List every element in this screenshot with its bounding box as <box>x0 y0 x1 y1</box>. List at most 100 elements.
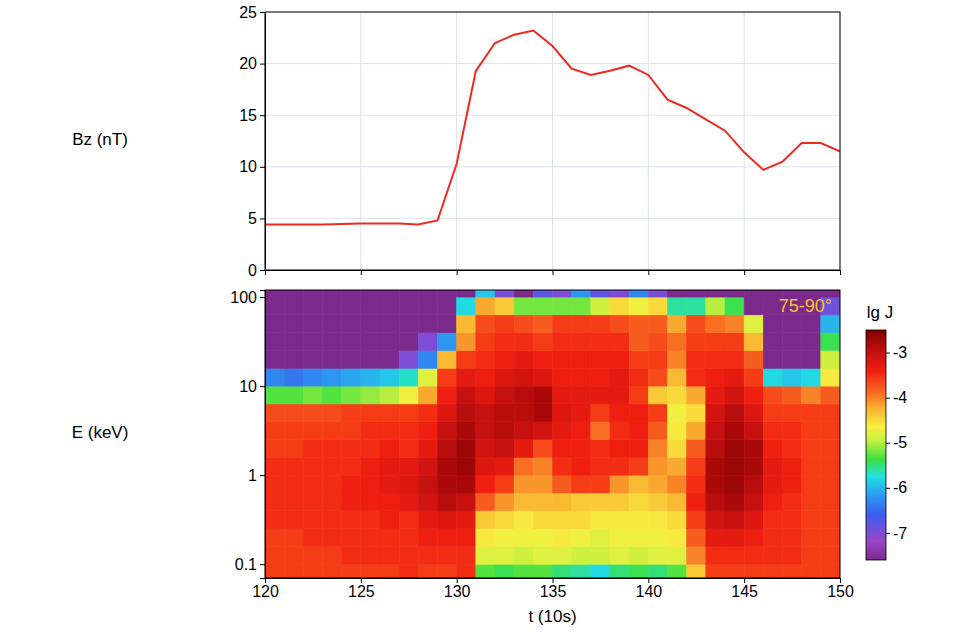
heatmap-cell <box>438 529 457 547</box>
heatmap-cell <box>591 493 610 511</box>
heatmap-cell <box>763 333 782 351</box>
x-axis <box>266 270 841 275</box>
heatmap-cell <box>802 422 821 440</box>
heatmap-cell <box>399 440 418 458</box>
heatmap-cell <box>476 564 495 578</box>
heatmap-cell <box>380 297 399 315</box>
heatmap-cell <box>265 386 284 404</box>
heatmap-cell <box>629 333 648 351</box>
heatmap-cell <box>610 564 629 578</box>
heatmap-cell <box>323 422 342 440</box>
heatmap-cell <box>629 386 648 404</box>
heatmap-cell <box>821 386 840 404</box>
heatmap-cell <box>706 511 725 529</box>
colorbar: -3-4-5-6-7lg J <box>866 303 907 560</box>
heatmap-cell <box>648 315 667 333</box>
tick: 135 <box>540 578 567 600</box>
heatmap-cell <box>361 564 380 578</box>
heatmap-cell <box>495 350 514 368</box>
heatmap-cell <box>418 493 437 511</box>
heatmap-cell <box>418 350 437 368</box>
heatmap-cell <box>629 368 648 386</box>
tick-mark <box>744 578 745 583</box>
heatmap-cell <box>342 546 361 564</box>
heatmap-cell <box>668 422 687 440</box>
heatmap-cell <box>687 546 706 564</box>
heatmap-cell <box>648 511 667 529</box>
heatmap-cell <box>323 529 342 547</box>
tick: 10 <box>239 378 265 395</box>
heatmap-cell <box>706 440 725 458</box>
heatmap-cell <box>706 297 725 315</box>
tick: -6 <box>886 479 907 496</box>
tick: 1 <box>248 467 265 484</box>
heatmap-cell <box>763 564 782 578</box>
tick-label: 135 <box>540 583 567 600</box>
heatmap-cell <box>783 350 802 368</box>
heatmap-cell <box>361 386 380 404</box>
heatmap-cell <box>265 333 284 351</box>
heatmap-cell <box>783 440 802 458</box>
heatmap-cell <box>706 546 725 564</box>
heatmap-cell <box>744 333 763 351</box>
heatmap-cell <box>610 350 629 368</box>
colorbar-scale <box>866 330 886 560</box>
heatmap-cell <box>553 368 572 386</box>
tick-mark <box>886 533 890 534</box>
heatmap-cell <box>687 333 706 351</box>
tick: -7 <box>886 525 907 542</box>
heatmap-cell <box>265 368 284 386</box>
heatmap-cell <box>323 511 342 529</box>
grid-line <box>552 12 553 270</box>
heatmap-cell <box>744 404 763 422</box>
heatmap-cell <box>821 422 840 440</box>
heatmap-cell <box>342 511 361 529</box>
data-line <box>265 31 840 225</box>
heatmap-cell <box>265 422 284 440</box>
heatmap-cell <box>783 493 802 511</box>
tick: 145 <box>731 578 758 600</box>
heatmap-cell <box>457 564 476 578</box>
tick: 10 <box>239 158 265 175</box>
heatmap-cell <box>783 546 802 564</box>
heatmap-cell <box>802 529 821 547</box>
heatmap-cell <box>418 529 437 547</box>
plot-frame <box>265 12 840 270</box>
tick-mark <box>260 218 265 219</box>
heatmap-cell <box>706 350 725 368</box>
heatmap-cell <box>668 333 687 351</box>
heatmap-cell <box>303 404 322 422</box>
heatmap-cell <box>706 386 725 404</box>
tick: 100 <box>230 289 265 306</box>
heatmap-cell <box>323 493 342 511</box>
heatmap-cell <box>821 404 840 422</box>
heatmap-cell <box>629 529 648 547</box>
heatmap-cell <box>668 493 687 511</box>
heatmap-cell <box>457 368 476 386</box>
tick-mark <box>553 270 554 275</box>
heatmap-cell <box>284 386 303 404</box>
heatmap-cell <box>284 475 303 493</box>
heatmap-cell <box>380 290 399 297</box>
heatmap-cell <box>648 440 667 458</box>
heatmap-cell <box>380 564 399 578</box>
tick-label: -5 <box>893 434 907 451</box>
heatmap-cell <box>265 315 284 333</box>
heatmap-cell <box>821 315 840 333</box>
heatmap-cell <box>553 422 572 440</box>
heatmap-cell <box>380 404 399 422</box>
heatmap-cell <box>380 386 399 404</box>
heatmap-cell <box>763 511 782 529</box>
grid-line <box>265 115 840 116</box>
heatmap-cell <box>303 333 322 351</box>
heatmap-cell <box>495 475 514 493</box>
heatmap-cell <box>514 350 533 368</box>
heatmap-cell <box>725 564 744 578</box>
heatmap-cell <box>706 422 725 440</box>
tick-mark <box>886 443 890 444</box>
heatmap-cell <box>418 440 437 458</box>
heatmap-cell <box>572 297 591 315</box>
heatmap-cell <box>706 475 725 493</box>
heatmap-cell <box>361 422 380 440</box>
heatmap-cell <box>342 290 361 297</box>
